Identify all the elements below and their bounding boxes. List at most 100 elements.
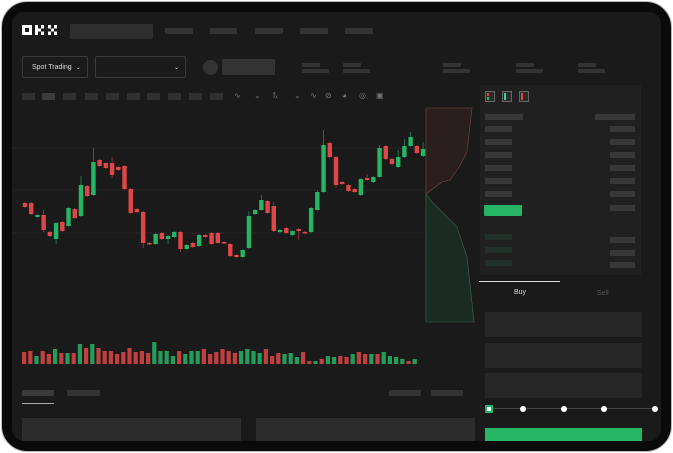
timeframe-button[interactable] (210, 93, 223, 100)
slider-mark[interactable] (601, 406, 607, 412)
slider-track[interactable] (489, 408, 655, 409)
tab-sell[interactable]: Sell (597, 290, 609, 297)
timeframe-button[interactable] (127, 93, 140, 100)
volume-bar (115, 354, 120, 364)
bid-price[interactable] (485, 247, 512, 253)
timeframe-button[interactable] (147, 93, 160, 100)
total-input[interactable] (485, 373, 642, 398)
ask-price[interactable] (485, 178, 512, 184)
camera-icon[interactable]: ◕ (342, 91, 347, 100)
slider-mark[interactable] (520, 406, 526, 412)
candle-body (327, 143, 332, 157)
stat-label (443, 63, 461, 67)
chevron-down-icon[interactable]: ⌄ (294, 91, 301, 100)
slider-handle[interactable] (485, 405, 493, 413)
candle (315, 190, 320, 211)
candle-body (234, 255, 239, 257)
chevron-down-icon: ⌄ (173, 64, 179, 71)
nav-item[interactable] (300, 28, 328, 34)
volume-bar (133, 352, 138, 364)
volume-bar (338, 356, 343, 364)
volume-bar (96, 348, 101, 364)
indicator-icon[interactable]: ∿ (234, 91, 241, 100)
amount-input[interactable] (485, 343, 642, 368)
volume-bar (313, 361, 318, 364)
volume-bar (127, 348, 132, 364)
candle (414, 145, 420, 154)
candle-body (315, 192, 320, 210)
chart-type-icon[interactable]: ⌄ (254, 91, 261, 100)
slider-mark[interactable] (561, 406, 567, 412)
ask-price[interactable] (485, 165, 512, 171)
candle (122, 165, 127, 190)
orderbook-asks-icon[interactable] (519, 91, 529, 102)
ask-price[interactable] (485, 126, 512, 132)
candle (302, 231, 308, 234)
ask-price[interactable] (485, 191, 512, 197)
candle-body (172, 232, 177, 237)
timeframe-button-active[interactable] (42, 93, 55, 100)
ask-amount (610, 152, 635, 158)
nav-item[interactable] (210, 28, 237, 34)
timeframe-button[interactable] (63, 93, 76, 100)
nav-item[interactable] (255, 28, 283, 34)
bottom-action[interactable] (389, 390, 421, 396)
tab-buy[interactable]: Buy (514, 289, 527, 296)
volume-bar (288, 353, 293, 364)
draw-line-icon[interactable]: ∿ (310, 91, 317, 100)
price-input[interactable] (485, 312, 642, 337)
bottom-tab[interactable] (67, 390, 100, 396)
orderbook-both-icon[interactable] (485, 91, 495, 102)
candle (116, 166, 121, 171)
timeframe-button[interactable] (85, 93, 98, 100)
orderbook-bids-icon[interactable] (502, 91, 512, 102)
buy-button[interactable] (485, 428, 642, 441)
search-bar[interactable] (70, 24, 153, 39)
ask-amount (610, 178, 635, 184)
volume-bar (201, 349, 206, 364)
fullscreen-icon[interactable]: ▣ (376, 91, 384, 100)
candle (140, 211, 146, 248)
ask-price[interactable] (485, 152, 512, 158)
volume-bar (152, 342, 157, 364)
bid-price[interactable] (485, 260, 512, 266)
timeframe-button[interactable] (106, 93, 119, 100)
candle-body (190, 243, 196, 247)
nav-item[interactable] (165, 28, 193, 34)
ask-price[interactable] (485, 139, 512, 145)
slider-mark[interactable] (652, 406, 658, 412)
volume-bar (108, 351, 113, 364)
volume-bar (257, 353, 262, 364)
stat-value (302, 69, 329, 73)
timeframe-button[interactable] (22, 93, 35, 100)
timeframe-button[interactable] (168, 93, 181, 100)
candle-body (252, 210, 258, 214)
bottom-action[interactable] (431, 390, 463, 396)
candle (271, 202, 276, 232)
volume-bar (350, 354, 355, 364)
bid-price[interactable] (485, 234, 512, 240)
candle (209, 232, 214, 245)
candle (178, 231, 183, 252)
interval-icon[interactable]: fₓ (273, 91, 278, 100)
volume-bar (84, 348, 89, 364)
market-selector[interactable]: Spot Trading ⌄ (22, 56, 88, 78)
pair-selector[interactable]: ⌄ (95, 56, 186, 78)
header-amount (595, 114, 635, 120)
volume-bar (325, 356, 330, 364)
candlestick-chart[interactable] (12, 12, 661, 441)
candle-body (389, 159, 395, 164)
candle (128, 188, 133, 214)
volume-bar (282, 354, 287, 364)
timeframe-button[interactable] (189, 93, 202, 100)
nav-item[interactable] (345, 28, 373, 34)
volume-bar (412, 359, 417, 364)
candle (97, 159, 102, 167)
candle (134, 208, 140, 213)
ruler-icon[interactable]: ⊘ (325, 91, 332, 100)
candle (259, 195, 264, 211)
candle (228, 243, 233, 257)
volume-bar (46, 354, 51, 364)
bottom-tab-active[interactable] (22, 390, 54, 396)
settings-icon[interactable]: ◎ (359, 91, 366, 100)
